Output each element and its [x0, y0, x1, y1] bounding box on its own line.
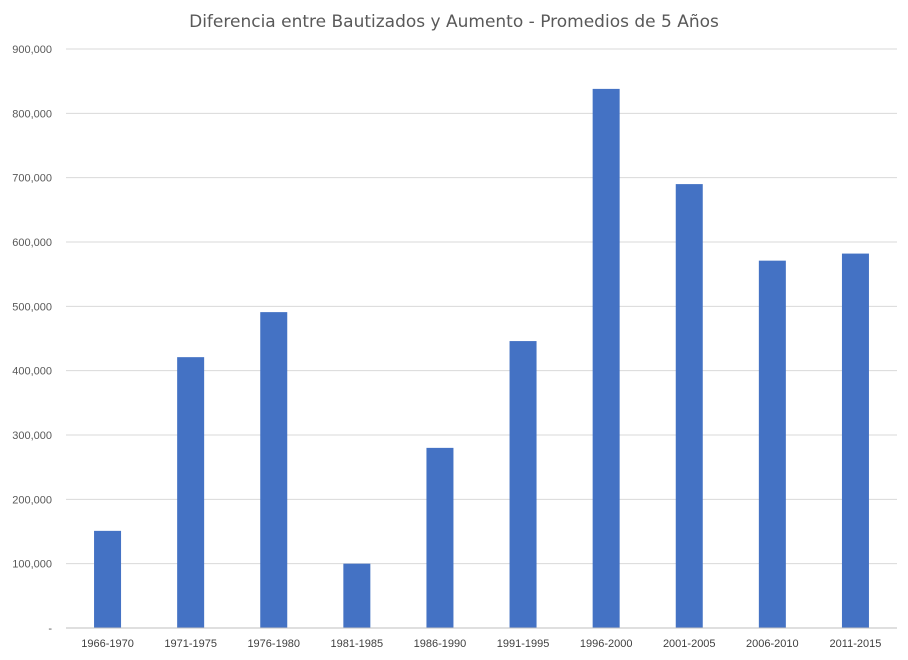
y-tick-label: 300,000 [12, 430, 52, 442]
bar-1991-1995 [509, 341, 537, 628]
bar-1986-1990 [426, 447, 454, 628]
chart-title: Diferencia entre Bautizados y Aumento - … [189, 12, 719, 32]
bar-2006-2010 [758, 260, 786, 628]
x-tick-label: 1971-1975 [164, 638, 217, 650]
x-tick-label: 2006-2010 [746, 638, 799, 650]
bar-1996-2000 [592, 88, 620, 629]
bar-1981-1985 [343, 563, 371, 628]
bar-1971-1975 [177, 357, 205, 628]
x-tick-label: 1996-2000 [580, 638, 633, 650]
x-tick-label: 2001-2005 [663, 638, 716, 650]
x-tick-label: 1991-1995 [497, 638, 550, 650]
bar-1966-1970 [94, 530, 122, 628]
y-tick-label: 700,000 [12, 173, 52, 185]
bar-2001-2005 [675, 184, 703, 628]
y-tick-label: 200,000 [12, 494, 52, 506]
x-tick-label: 1966-1970 [81, 638, 134, 650]
bars [94, 88, 869, 629]
y-axis-ticks: - 100,000 200,000 300,000 400,000 500,000 600,… [12, 44, 52, 635]
x-tick-label: 1976-1980 [247, 638, 300, 650]
bar-2011-2015 [841, 253, 869, 628]
gridlines [66, 48, 897, 565]
y-tick-label: 100,000 [12, 559, 52, 571]
bar-1976-1980 [260, 312, 288, 628]
x-tick-label: 1986-1990 [414, 638, 467, 650]
y-tick-label: 800,000 [12, 108, 52, 120]
y-tick-label: - [48, 623, 52, 635]
y-tick-label: 600,000 [12, 237, 52, 249]
x-axis-ticks: 1966-1970 1971-1975 1976-1980 1981-1985 1986… [81, 638, 881, 650]
y-tick-label: 400,000 [12, 366, 52, 378]
x-tick-label: 2011-2015 [830, 638, 882, 650]
x-tick-label: 1981-1985 [331, 638, 384, 650]
y-tick-label: 500,000 [12, 301, 52, 313]
y-tick-label: 900,000 [12, 44, 52, 56]
